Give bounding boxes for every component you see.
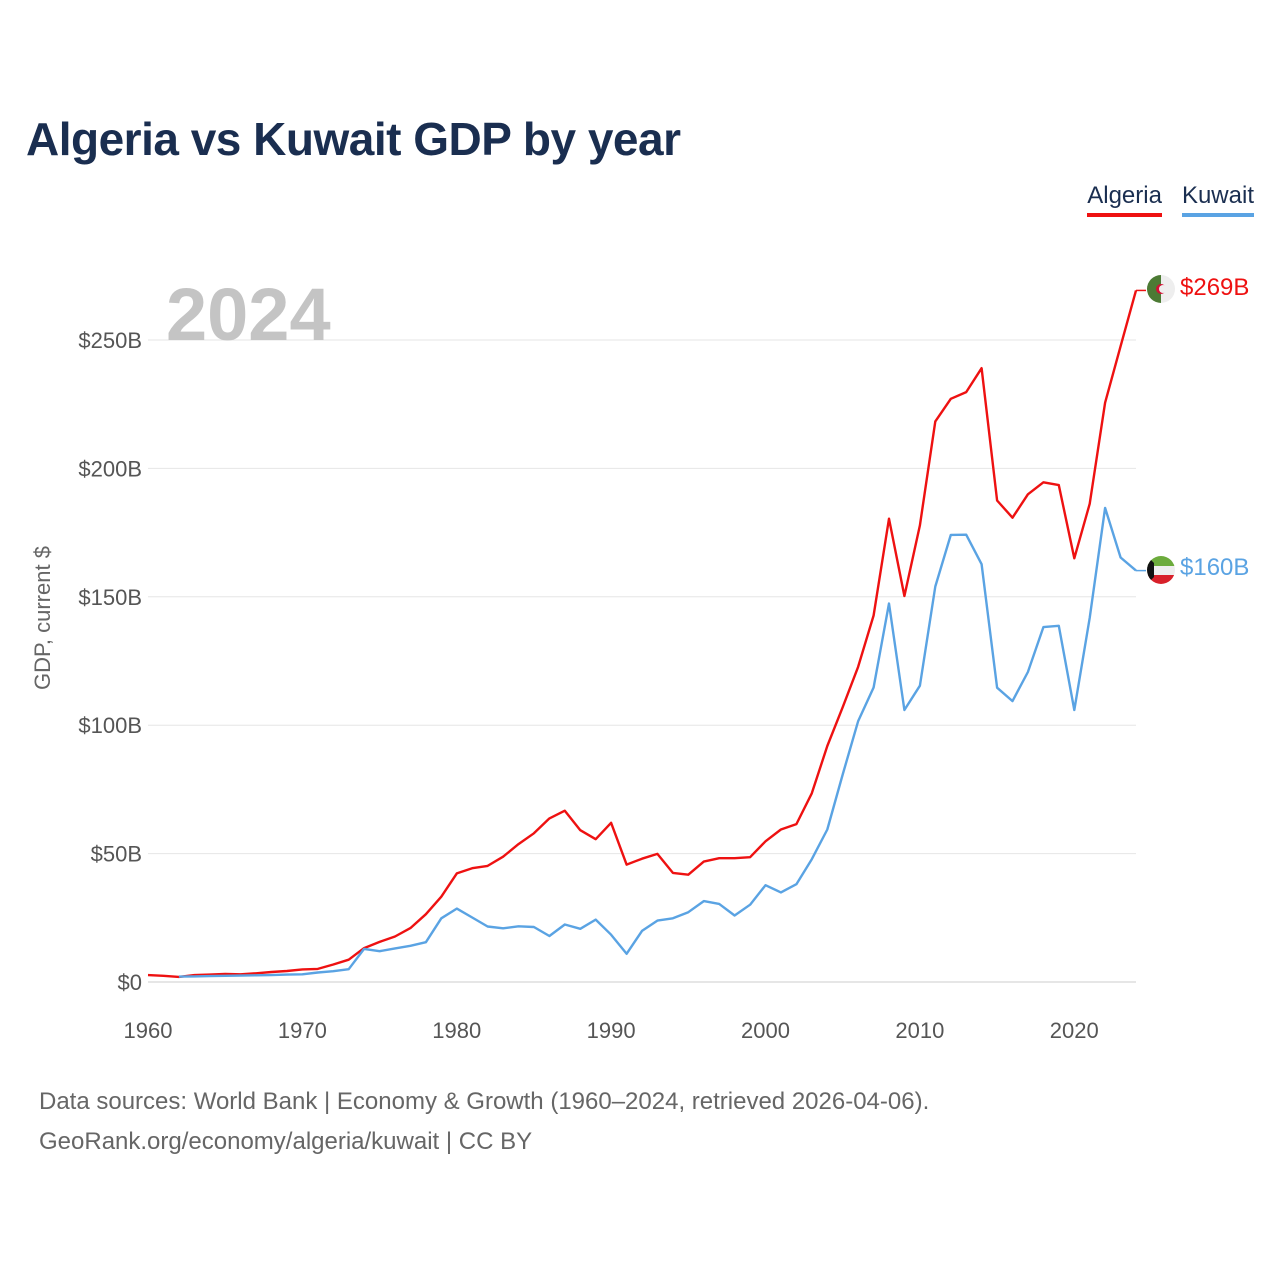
y-tick-label: $100B: [78, 713, 142, 738]
x-tick-label: 1980: [432, 1018, 481, 1043]
series-layer: [147, 289, 1146, 979]
gridlines: [148, 339, 1136, 855]
legend: Algeria Kuwait: [1087, 182, 1254, 217]
y-tick-label: $250B: [78, 328, 142, 353]
kuwait-end-value-label: $160B: [1180, 554, 1249, 581]
source-note: Data sources: World Bank | Economy & Gro…: [39, 1082, 929, 1162]
x-axis-ticks: 1960 1970 1980 1990 2000 2010 2020: [124, 1018, 1099, 1043]
series-line-kuwait[interactable]: [178, 506, 1137, 978]
x-tick-label: 1960: [124, 1018, 173, 1043]
algeria-flag-icon: [1147, 275, 1175, 303]
series-line-algeria[interactable]: [147, 290, 1138, 979]
x-tick-label: 2020: [1050, 1018, 1099, 1043]
kuwait-flag-icon: [1147, 556, 1175, 584]
y-tick-label: $150B: [78, 585, 142, 610]
algeria-end-value-label: $269B: [1180, 274, 1249, 301]
x-tick-label: 1990: [587, 1018, 636, 1043]
legend-item-algeria[interactable]: Algeria: [1087, 182, 1162, 217]
y-axis-title: GDP, current $: [30, 546, 55, 690]
chart-title: Algeria vs Kuwait GDP by year: [26, 113, 681, 165]
y-tick-label: $50B: [91, 842, 142, 867]
y-axis-ticks: $0 $50B $100B $150B $200B $250B: [78, 328, 142, 995]
legend-item-kuwait[interactable]: Kuwait: [1181, 182, 1254, 217]
x-tick-label: 2010: [895, 1018, 944, 1043]
current-year-watermark: 2024: [166, 273, 331, 356]
x-tick-label: 1970: [278, 1018, 327, 1043]
y-tick-label: $0: [118, 970, 142, 995]
x-tick-label: 2000: [741, 1018, 790, 1043]
source-line-1: Data sources: World Bank | Economy & Gro…: [39, 1088, 930, 1115]
source-line-2[interactable]: GeoRank.org/economy/algeria/kuwait | CC …: [39, 1128, 533, 1155]
y-tick-label: $200B: [78, 456, 142, 481]
